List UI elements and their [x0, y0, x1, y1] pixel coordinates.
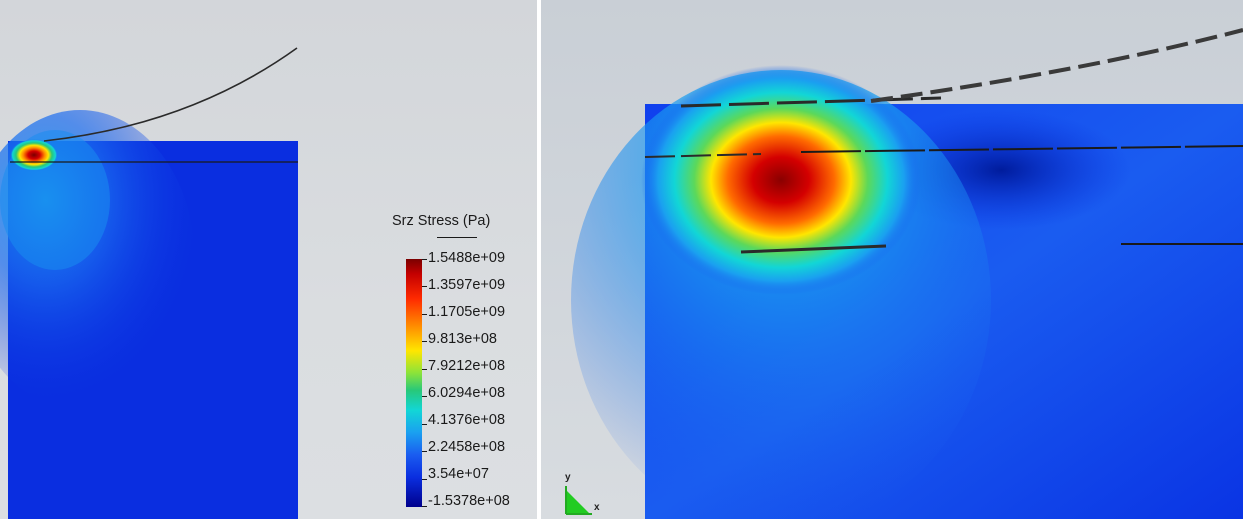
zoomed-model-plot: [571, 28, 1243, 519]
stress-legend: Srz Stress (Pa) 1.5488e+09 1.3597e+09 1.…: [392, 213, 537, 513]
legend-tick: [422, 478, 427, 480]
full-model-plot: [0, 47, 298, 519]
axes-triad-y-label: y: [565, 472, 571, 483]
legend-tick: [422, 286, 427, 288]
legend-label: 1.3597e+09: [428, 277, 506, 293]
panel-divider: [537, 0, 541, 519]
legend-label: 7.9212e+08: [428, 358, 506, 374]
top-edge-line: [680, 96, 942, 108]
legend-label: -1.5378e+08: [428, 493, 510, 509]
legend-tick: [422, 423, 427, 425]
legend-label: 1.5488e+09: [428, 250, 506, 266]
layer-line: [740, 244, 887, 254]
legend-tick: [422, 396, 427, 398]
axes-triad: y x: [560, 472, 610, 516]
legend-label: 4.1376e+08: [428, 412, 506, 428]
legend-tick: [422, 259, 427, 260]
chip-curve: [43, 47, 298, 142]
legend-tick: [422, 451, 427, 453]
zoomed-stress-hotspot: [641, 65, 921, 295]
zoomed-model-view: [541, 0, 1243, 519]
zoomed-chip-curve: [870, 28, 1243, 103]
legend-label: 6.0294e+08: [428, 385, 506, 401]
legend-colorbar: [406, 259, 422, 507]
legend-label: 3.54e+07: [428, 466, 489, 482]
legend-tick: [422, 313, 427, 315]
legend-tick: [422, 341, 427, 343]
layer-line: [800, 145, 1243, 153]
legend-label: 1.1705e+09: [428, 304, 506, 320]
full-model-view: Srz Stress (Pa) 1.5488e+09 1.3597e+09 1.…: [0, 0, 537, 519]
axes-triad-icon: [565, 486, 592, 515]
legend-title: Srz Stress (Pa): [392, 213, 491, 229]
legend-tick: [422, 368, 427, 370]
layer-line: [644, 153, 762, 158]
legend-label: 2.2458e+08: [428, 439, 506, 455]
legend-title-underline: [437, 237, 477, 238]
stress-hotspot: [10, 139, 58, 171]
legend-label: 9.813e+08: [428, 331, 497, 347]
legend-tick: [422, 506, 427, 507]
axes-triad-x-label: x: [594, 502, 600, 513]
